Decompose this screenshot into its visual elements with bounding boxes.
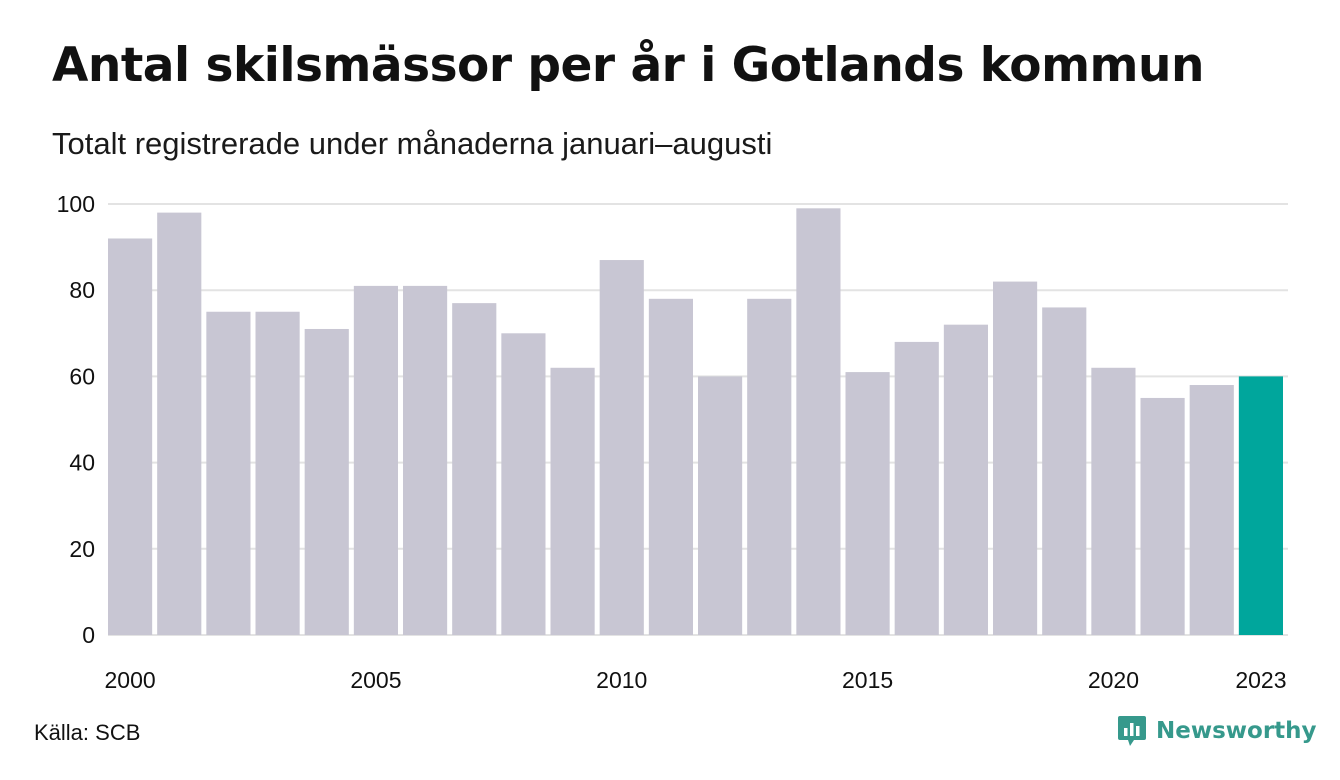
- bar-2023: [1238, 376, 1283, 635]
- bar-2008: [501, 333, 546, 635]
- bar-2005: [353, 285, 398, 635]
- bar-2012: [698, 376, 743, 635]
- newsworthy-logo-icon: [1118, 716, 1146, 746]
- bar-2011: [648, 298, 693, 635]
- bar-2010: [599, 260, 644, 635]
- x-tick-label: 2020: [1088, 667, 1139, 693]
- bars: [108, 208, 1283, 636]
- bar-2016: [894, 341, 939, 635]
- y-tick-label: 80: [69, 277, 95, 303]
- bar-2018: [993, 281, 1038, 635]
- bar-2014: [796, 208, 841, 635]
- bar-chart: 0 20 40 60 80 100 2000 2005 2010 2015 2020 2023: [57, 191, 1288, 693]
- y-tick-label: 20: [69, 536, 95, 562]
- source-note: Källa: SCB: [34, 720, 141, 745]
- brand-name: Newsworthy: [1156, 718, 1317, 744]
- x-tick-label: 2015: [842, 667, 893, 693]
- bar-2015: [845, 372, 890, 635]
- bar-2004: [304, 328, 349, 635]
- bar-2021: [1140, 397, 1185, 635]
- y-tick-label: 100: [57, 191, 95, 217]
- x-axis-ticks: 2000 2005 2010 2015 2020 2023: [104, 667, 1286, 693]
- bar-2017: [943, 324, 988, 635]
- y-tick-label: 40: [69, 450, 95, 476]
- newsworthy-logo: Newsworthy: [1117, 714, 1317, 748]
- chart-subtitle: Totalt registrerade under månaderna janu…: [52, 126, 773, 161]
- bar-2007: [452, 303, 497, 635]
- bar-2006: [403, 285, 448, 635]
- bar-2020: [1091, 367, 1136, 635]
- x-tick-label: 2000: [104, 667, 155, 693]
- bar-2001: [157, 212, 202, 635]
- y-tick-label: 0: [82, 622, 95, 648]
- bar-2002: [206, 311, 251, 635]
- y-tick-label: 60: [69, 363, 95, 389]
- bar-2013: [747, 298, 792, 635]
- x-tick-label: 2010: [596, 667, 647, 693]
- bar-2009: [550, 367, 595, 635]
- bar-2019: [1042, 307, 1087, 635]
- x-tick-label: 2023: [1235, 667, 1286, 693]
- bar-2022: [1189, 385, 1234, 635]
- bar-2003: [255, 311, 300, 635]
- y-axis-ticks: 0 20 40 60 80 100: [57, 191, 95, 648]
- chart-title: Antal skilsmässor per år i Gotlands komm…: [52, 38, 1204, 93]
- x-tick-label: 2005: [350, 667, 401, 693]
- bar-2000: [108, 238, 153, 636]
